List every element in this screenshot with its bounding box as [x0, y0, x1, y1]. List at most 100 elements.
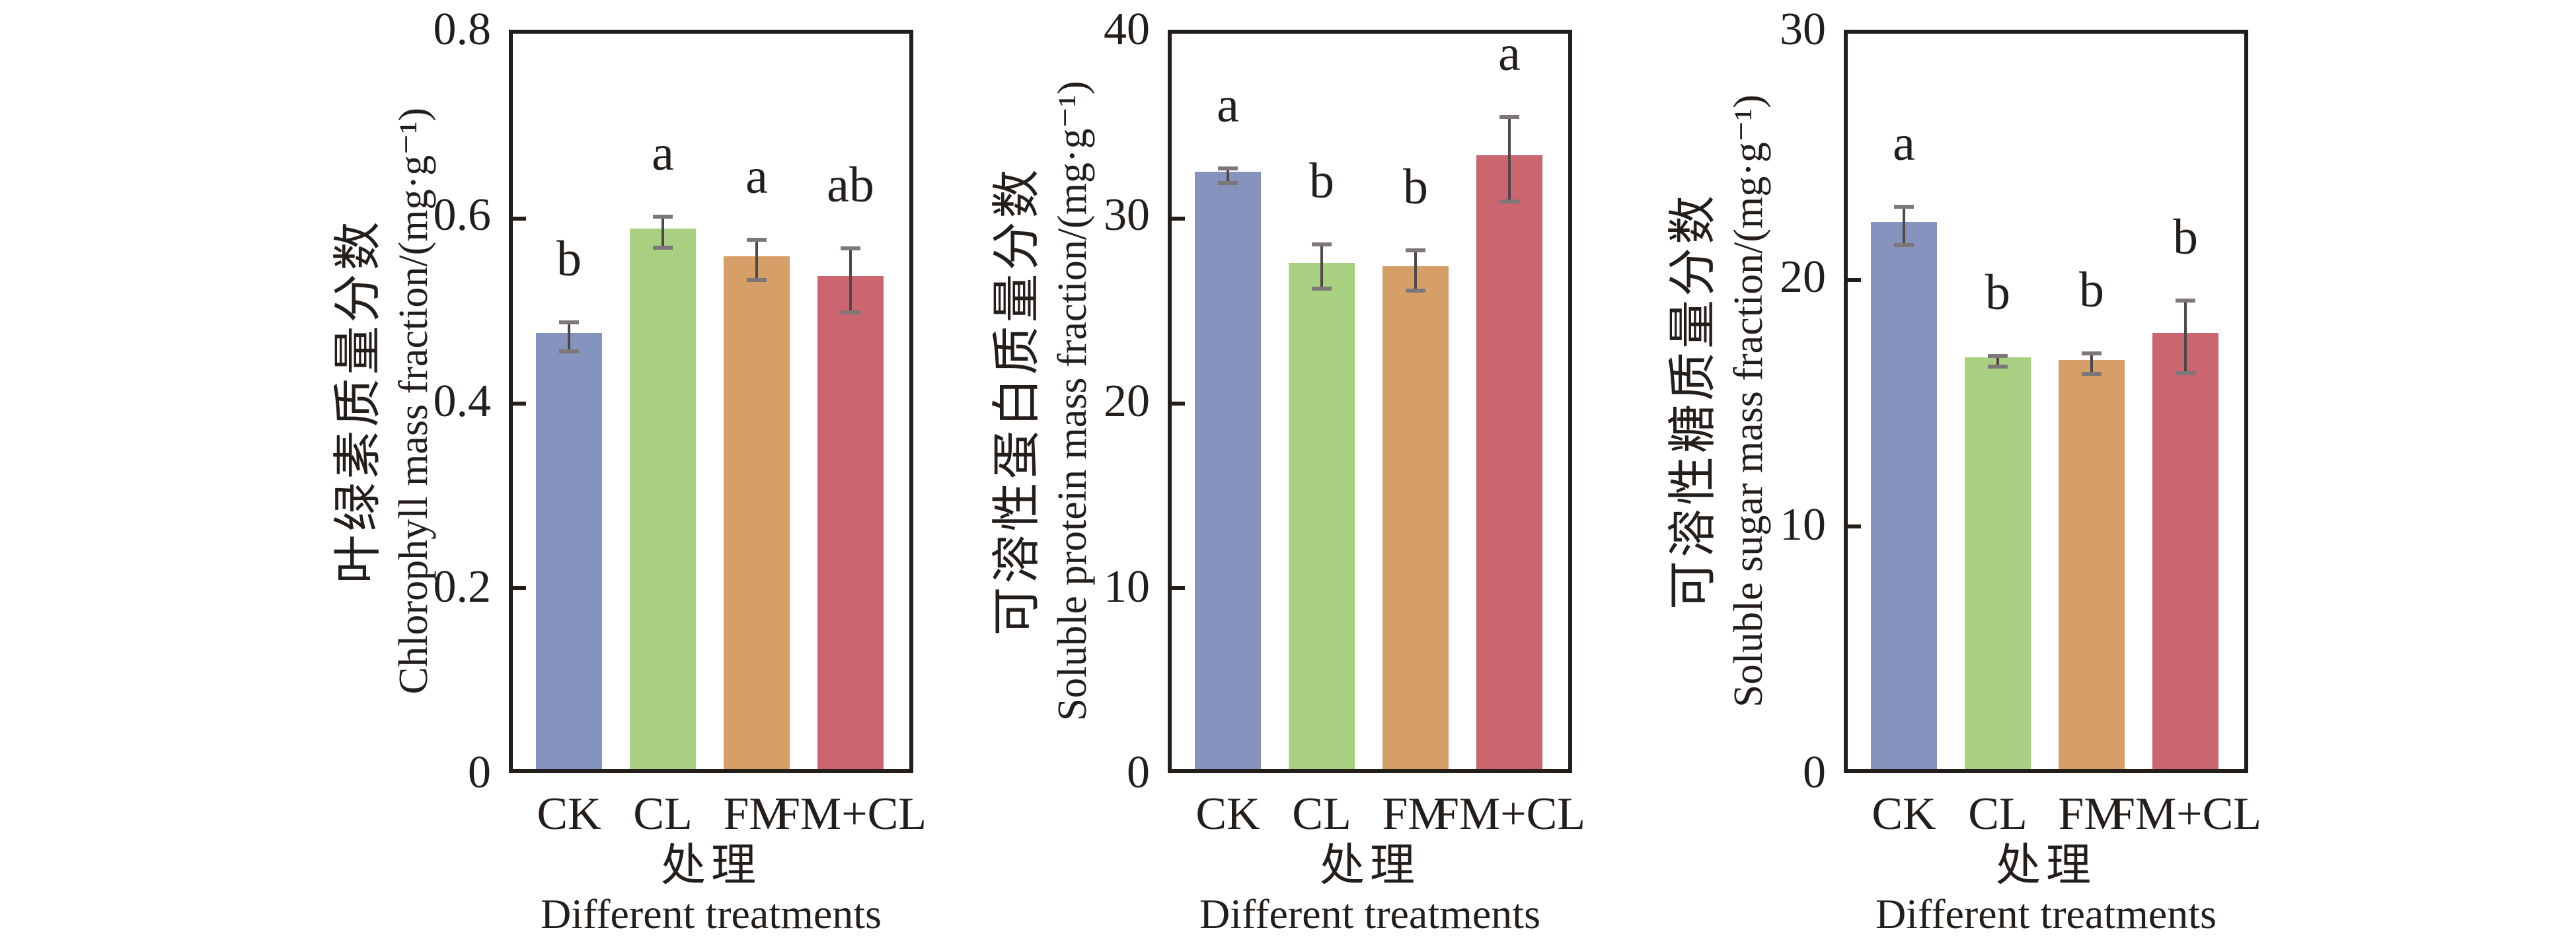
significance-letter: b — [2173, 209, 2198, 265]
error-bar — [1988, 353, 2008, 369]
bar-FM+CL — [817, 276, 884, 769]
error-bar-line — [1903, 205, 1905, 247]
chart-panel-soluble-protein: 可溶性蛋白质量分数 Soluble protein mass fraction/… — [973, 0, 1586, 936]
x-tick-label-CL: CL — [633, 789, 693, 840]
error-bar-line — [1414, 248, 1417, 293]
bar-FM+CL — [1476, 155, 1542, 769]
error-bar-cap-top — [1312, 242, 1332, 247]
bar-CL — [1965, 357, 2031, 769]
y-tick-label: 30 — [1104, 190, 1150, 241]
error-bar-line — [568, 320, 570, 353]
significance-letter: a — [1893, 116, 1915, 172]
error-bar-cap-bottom — [1406, 288, 1425, 293]
bar-FM — [724, 256, 790, 769]
error-bar — [2082, 351, 2102, 377]
error-bar-line — [1320, 242, 1323, 291]
significance-letter: b — [2079, 262, 2104, 318]
y-tick-label: 30 — [1780, 4, 1826, 55]
y-axis-label-zh: 可溶性糖质量分数 — [1666, 192, 1721, 610]
y-tick-mark — [1848, 524, 1861, 528]
x-axis-ticks: CK CL FM FM+CL — [509, 786, 927, 842]
y-tick-mark — [513, 586, 526, 591]
bar-CL — [630, 228, 696, 769]
error-bar-cap-bottom — [1988, 365, 2008, 369]
significance-letter: b — [1985, 264, 2010, 320]
y-axis-ticks: 0 0.2 0.4 0.6 0.8 — [400, 0, 500, 936]
y-tick-label: 0 — [1803, 747, 1826, 798]
y-tick-mark — [513, 401, 526, 406]
significance-letter: b — [1403, 159, 1428, 215]
x-axis-label-en: Different treatments — [1199, 890, 1540, 936]
bar-CK — [536, 332, 602, 769]
y-tick-label: 40 — [1104, 4, 1150, 55]
bar-FM — [2059, 359, 2125, 769]
error-bar-cap-top — [1988, 353, 2008, 358]
significance-letter: a — [652, 126, 674, 182]
x-axis-label-zh: 处理 — [1995, 840, 2096, 890]
x-tick-label-CL: CL — [1292, 789, 1351, 840]
chart-panel-soluble-sugar: 可溶性糖质量分数 Soluble sugar mass fraction/(mg… — [1649, 0, 2262, 936]
error-bar-line — [849, 246, 852, 315]
error-bar-cap-bottom — [1894, 242, 1914, 247]
significance-letter: ab — [827, 157, 874, 213]
x-tick-label-CK: CK — [537, 789, 601, 840]
x-axis-ticks: CK CL FM FM+CL — [1844, 786, 2261, 842]
error-bar — [653, 215, 673, 250]
x-axis-label-en: Different treatments — [1875, 890, 2216, 936]
y-tick-label: 20 — [1104, 375, 1150, 427]
y-tick-mark — [1172, 586, 1185, 591]
y-tick-mark — [1848, 278, 1861, 282]
error-bar-cap-top — [1406, 248, 1425, 252]
error-bar — [841, 246, 860, 315]
error-bar-cap-bottom — [653, 246, 673, 250]
x-tick-label-FM+CL: FM+CL — [774, 789, 927, 840]
error-bar-cap-top — [559, 320, 579, 324]
error-bar-cap-bottom — [559, 349, 579, 353]
error-bar-cap-top — [653, 215, 673, 219]
error-bar-line — [1508, 115, 1511, 204]
error-bar-line — [2184, 298, 2187, 375]
y-tick-label: 0.4 — [433, 375, 492, 427]
bar-CK — [1871, 221, 1937, 769]
error-bar — [747, 238, 767, 283]
x-tick-label-FM: FM — [723, 789, 790, 840]
x-axis-label-en: Different treatments — [541, 890, 882, 936]
plot-area: a b b a — [1168, 26, 1572, 773]
y-tick-label: 0 — [1127, 747, 1150, 798]
error-bar-line — [2090, 351, 2093, 377]
error-bar — [1499, 115, 1519, 204]
y-tick-mark — [1172, 216, 1185, 221]
significance-letter: a — [1498, 26, 1521, 82]
error-bar-cap-top — [1218, 166, 1238, 171]
bar-CK — [1195, 172, 1261, 769]
significance-letter: b — [556, 231, 582, 287]
error-bar-cap-bottom — [841, 310, 860, 315]
error-bar-cap-top — [2176, 298, 2195, 303]
y-tick-label: 0.2 — [433, 561, 492, 612]
bar-FM+CL — [2152, 332, 2218, 769]
y-axis-ticks: 0 10 20 30 40 — [1059, 0, 1159, 936]
error-bar-cap-bottom — [1499, 199, 1519, 204]
y-tick-label: 0.6 — [433, 190, 492, 241]
plot-area: b a a ab — [509, 30, 913, 773]
error-bar-cap-bottom — [1218, 181, 1238, 186]
y-tick-label: 20 — [1780, 252, 1826, 303]
error-bar — [1406, 248, 1425, 293]
x-tick-label-FM+CL: FM+CL — [2109, 789, 2262, 840]
x-tick-label-CK: CK — [1195, 789, 1260, 840]
y-tick-mark — [513, 216, 526, 221]
bar-FM — [1383, 266, 1449, 769]
y-axis-label-zh: 叶绿素质量分数 — [331, 218, 386, 584]
bar-CL — [1289, 262, 1355, 769]
y-axis-label-zh: 可溶性蛋白质量分数 — [990, 166, 1045, 636]
y-tick-label: 0 — [468, 747, 491, 798]
error-bar-line — [755, 238, 758, 283]
error-bar-cap-bottom — [2176, 371, 2195, 375]
x-axis-label-zh: 处理 — [1319, 840, 1420, 890]
significance-letter: a — [1217, 77, 1239, 133]
error-bar-cap-bottom — [1312, 286, 1332, 291]
error-bar-line — [1996, 353, 1999, 369]
x-tick-label-CK: CK — [1872, 789, 1936, 840]
x-tick-label-FM+CL: FM+CL — [1433, 789, 1586, 840]
chart-panel-chlorophyll: 叶绿素质量分数 Chlorophyll mass fraction/(mg·g⁻… — [314, 0, 927, 936]
